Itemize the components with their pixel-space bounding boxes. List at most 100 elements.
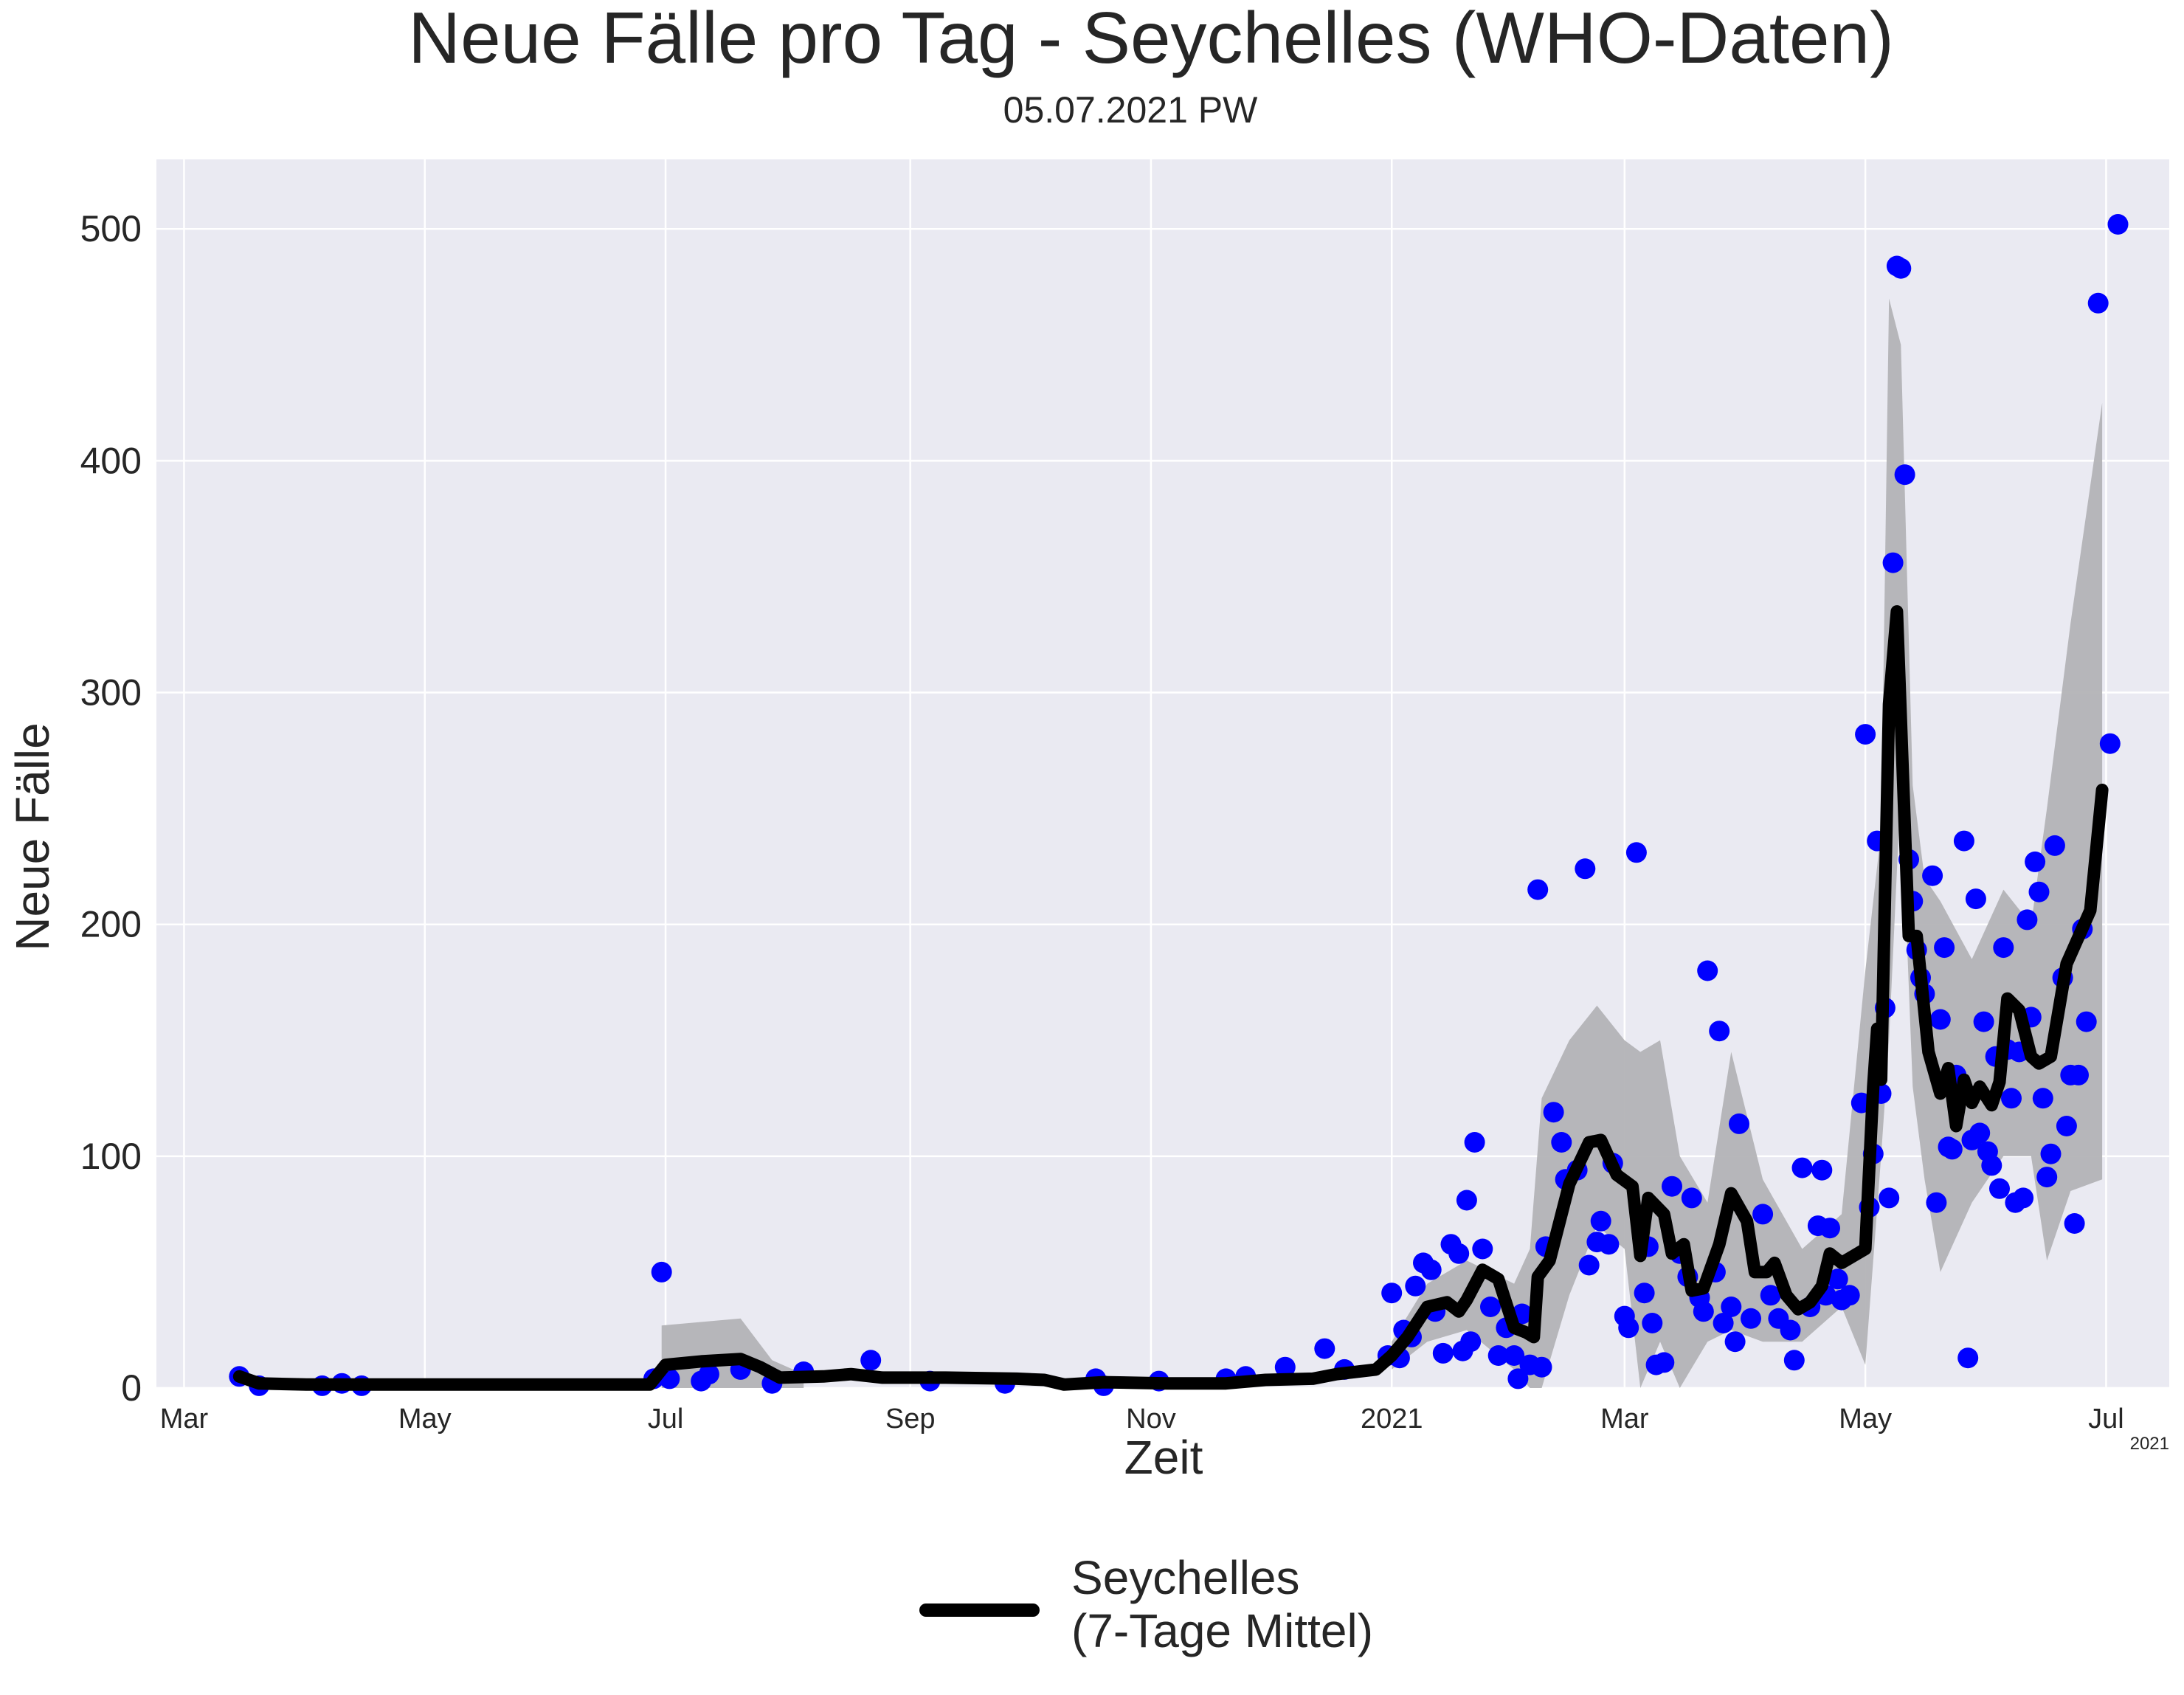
daily-case-point [1922, 865, 1943, 886]
moving-average-line [232, 605, 2109, 1391]
x-tick-label: May [1839, 1404, 1892, 1435]
daily-case-point [1855, 724, 1876, 745]
daily-case-point [1839, 1285, 1860, 1306]
daily-case-point [1783, 1350, 1805, 1371]
daily-case-point [1432, 1342, 1454, 1364]
daily-case-point [1820, 1218, 1840, 1239]
daily-case-point [1653, 1352, 1675, 1373]
daily-case-point [1507, 1368, 1529, 1390]
daily-case-point [1551, 1132, 1572, 1153]
daily-case-point [2064, 1213, 2085, 1234]
y-tick-label: 100 [80, 1136, 142, 1177]
chart-title: Neue Fälle pro Tag - Seychelles (WHO-Dat… [408, 0, 1893, 78]
daily-case-point [1709, 1021, 1730, 1042]
daily-case-point [2056, 1116, 2077, 1136]
daily-case-point [1973, 1011, 1994, 1032]
daily-case-point [1827, 1268, 1848, 1290]
daily-case-point [1448, 1243, 1470, 1264]
daily-case-point [1791, 1157, 1813, 1178]
daily-case-point [1460, 1331, 1482, 1353]
daily-case-point [1741, 1308, 1761, 1329]
daily-case-point [1504, 1345, 1525, 1366]
daily-case-point [1480, 1297, 1501, 1317]
x-tick-label: May [398, 1404, 452, 1435]
daily-case-point [1381, 1283, 1403, 1304]
x-tick-label: Sep [885, 1404, 936, 1435]
daily-case-point [1729, 1113, 1749, 1134]
daily-case-point [2025, 851, 2046, 872]
x-tick-label: Mar [1600, 1404, 1649, 1435]
daily-case-point [1662, 1176, 1682, 1197]
daily-case-point [651, 1261, 672, 1283]
daily-case-point [1969, 1122, 1991, 1144]
daily-case-point [2068, 1064, 2089, 1085]
daily-case-point [1274, 1356, 1296, 1378]
legend: Seychelles (7-Tage Mittel) [919, 1551, 1373, 1657]
daily-case-point [1464, 1132, 1485, 1153]
daily-case-point [1681, 1187, 1702, 1209]
daily-case-point [1405, 1275, 1426, 1297]
x-tick-label: Mar [160, 1404, 209, 1435]
legend-label-seychelles: Seychelles (7-Tage Mittel) [1071, 1551, 1373, 1657]
daily-case-point [1894, 464, 1915, 486]
daily-case-point [2028, 881, 2050, 902]
daily-case-point [1487, 1345, 1509, 1366]
daily-case-point [1634, 1283, 1655, 1304]
y-axis-label: Neue Fälle [6, 722, 59, 951]
daily-case-point [1926, 1192, 1947, 1213]
x-axis-offset-label: 2021 [2130, 1434, 2169, 1454]
daily-case-point [1879, 1187, 1900, 1209]
daily-case-point [1882, 552, 1904, 573]
daily-case-point [1697, 960, 1718, 981]
daily-case-point [1314, 1338, 1335, 1359]
y-tick-label: 400 [80, 440, 142, 481]
daily-case-point [1598, 1234, 1620, 1255]
daily-case-point [1941, 1139, 1963, 1160]
daily-case-point [860, 1350, 882, 1371]
y-tick-label: 300 [80, 672, 142, 714]
confidence-band-area [1392, 298, 2103, 1388]
daily-case-point [2001, 1088, 2022, 1109]
daily-case-point [1965, 888, 1986, 910]
daily-case-point [1713, 1313, 1734, 1333]
plot-area [156, 159, 2169, 1388]
daily-case-point [2013, 1187, 2034, 1209]
daily-case-point [2076, 1011, 2097, 1032]
daily-case-point [1811, 1159, 1833, 1181]
daily-case-point [1752, 1204, 1774, 1225]
daily-case-point [1456, 1190, 1477, 1211]
daily-case-point [1929, 1009, 1951, 1030]
daily-case-point [1724, 1331, 1746, 1353]
x-axis-label: Zeit [1124, 1431, 1203, 1484]
daily-case-point [1760, 1285, 1781, 1306]
daily-case-point [1527, 879, 1549, 900]
daily-case-point [1693, 1301, 1714, 1322]
daily-case-point [1590, 1210, 1611, 1232]
daily-case-point [1953, 830, 1974, 852]
daily-case-point [2044, 835, 2065, 856]
daily-case-point [1989, 1178, 2010, 1199]
y-tick-label: 500 [80, 208, 142, 249]
daily-case-point [1934, 937, 1955, 959]
x-tick-label: Jul [2088, 1404, 2124, 1435]
y-tick-label: 200 [80, 904, 142, 945]
moving-average-path [232, 605, 2109, 1391]
daily-case-point [1472, 1238, 1493, 1260]
daily-case-point [2040, 1143, 2062, 1164]
daily-case-point [1993, 937, 2014, 959]
x-tick-label: 2021 [1361, 1404, 1423, 1435]
daily-case-point [1575, 858, 1596, 880]
daily-case-point [1618, 1317, 1639, 1339]
y-tick-label: 0 [121, 1367, 142, 1409]
daily-case-point [1780, 1319, 1801, 1341]
daily-case-point [2107, 214, 2129, 235]
daily-case-point [2087, 292, 2109, 314]
daily-case-point [1721, 1297, 1742, 1317]
daily-case-point [2032, 1088, 2053, 1109]
daily-case-point [1543, 1102, 1564, 1123]
daily-case-point [698, 1364, 719, 1385]
daily-case-point [1420, 1259, 1442, 1280]
daily-case-point [1531, 1356, 1552, 1378]
daily-case-point [1890, 258, 1912, 279]
